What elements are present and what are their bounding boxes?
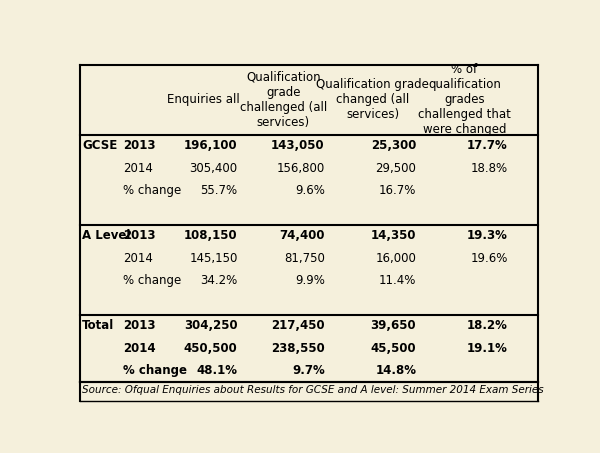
Text: 238,550: 238,550 [271,342,325,355]
Text: 18.2%: 18.2% [467,319,508,333]
Text: 81,750: 81,750 [284,252,325,265]
Text: 305,400: 305,400 [190,162,238,175]
Text: 143,050: 143,050 [271,140,325,152]
Text: 2014: 2014 [123,342,156,355]
Text: 304,250: 304,250 [184,319,238,333]
Text: 156,800: 156,800 [277,162,325,175]
Text: 108,150: 108,150 [184,229,238,242]
Text: 16.7%: 16.7% [379,184,416,198]
Text: 2013: 2013 [123,229,155,242]
Text: Source: Ofqual Enquiries about Results for GCSE and A level: Summer 2014 Exam Se: Source: Ofqual Enquiries about Results f… [82,385,544,395]
Text: 25,300: 25,300 [371,140,416,152]
Text: 9.9%: 9.9% [295,275,325,288]
Text: 55.7%: 55.7% [200,184,238,198]
Text: 9.7%: 9.7% [292,365,325,377]
Text: 45,500: 45,500 [371,342,416,355]
Text: 14,350: 14,350 [371,229,416,242]
Text: 17.7%: 17.7% [467,140,508,152]
Text: % of
qualification
grades
challenged that
were changed: % of qualification grades challenged tha… [418,63,511,136]
Text: 2014: 2014 [123,162,153,175]
Text: Qualification grade
changed (all
services): Qualification grade changed (all service… [316,78,429,121]
Text: 48.1%: 48.1% [197,365,238,377]
Text: 145,150: 145,150 [189,252,238,265]
Text: GCSE: GCSE [82,140,117,152]
Text: 19.1%: 19.1% [467,342,508,355]
Text: 18.8%: 18.8% [471,162,508,175]
Text: 450,500: 450,500 [184,342,238,355]
Text: Enquiries all: Enquiries all [167,93,239,106]
Text: Total: Total [82,319,114,333]
Text: Qualification
grade
challenged (all
services): Qualification grade challenged (all serv… [240,71,327,129]
Text: 39,650: 39,650 [371,319,416,333]
Text: 11.4%: 11.4% [379,275,416,288]
Text: 217,450: 217,450 [271,319,325,333]
Text: 14.8%: 14.8% [375,365,416,377]
Text: 2014: 2014 [123,252,153,265]
Text: 19.3%: 19.3% [467,229,508,242]
Text: 74,400: 74,400 [279,229,325,242]
Text: 2013: 2013 [123,319,155,333]
Text: % change: % change [123,184,181,198]
Text: 2013: 2013 [123,140,155,152]
Text: 16,000: 16,000 [376,252,416,265]
Text: 196,100: 196,100 [184,140,238,152]
Text: 9.6%: 9.6% [295,184,325,198]
Text: 19.6%: 19.6% [470,252,508,265]
Text: % change: % change [123,365,187,377]
Text: % change: % change [123,275,181,288]
Text: A Level: A Level [82,229,130,242]
Text: 34.2%: 34.2% [200,275,238,288]
Text: 29,500: 29,500 [376,162,416,175]
